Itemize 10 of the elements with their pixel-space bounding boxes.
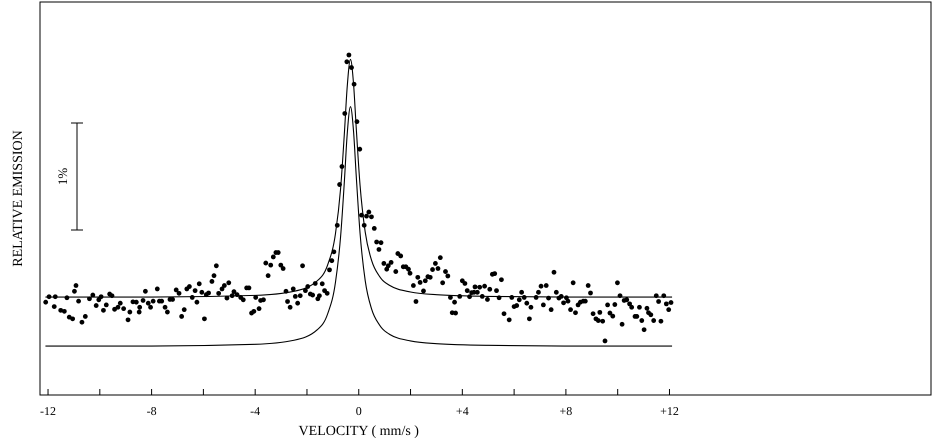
x-tick-label: +12 <box>660 404 679 418</box>
x-tick-label: -8 <box>146 404 157 418</box>
x-tick-label: -4 <box>250 404 260 418</box>
annotation: 1% <box>55 168 70 186</box>
x-tick-label: 0 <box>356 404 362 418</box>
y-axis-title: RELATIVE EMISSION <box>11 130 26 267</box>
x-axis-title: VELOCITY ( mm/s ) <box>298 424 420 439</box>
x-tick-label: +4 <box>456 404 469 418</box>
x-tick-label: -12 <box>40 404 56 418</box>
x-tick-label: +8 <box>560 404 572 418</box>
